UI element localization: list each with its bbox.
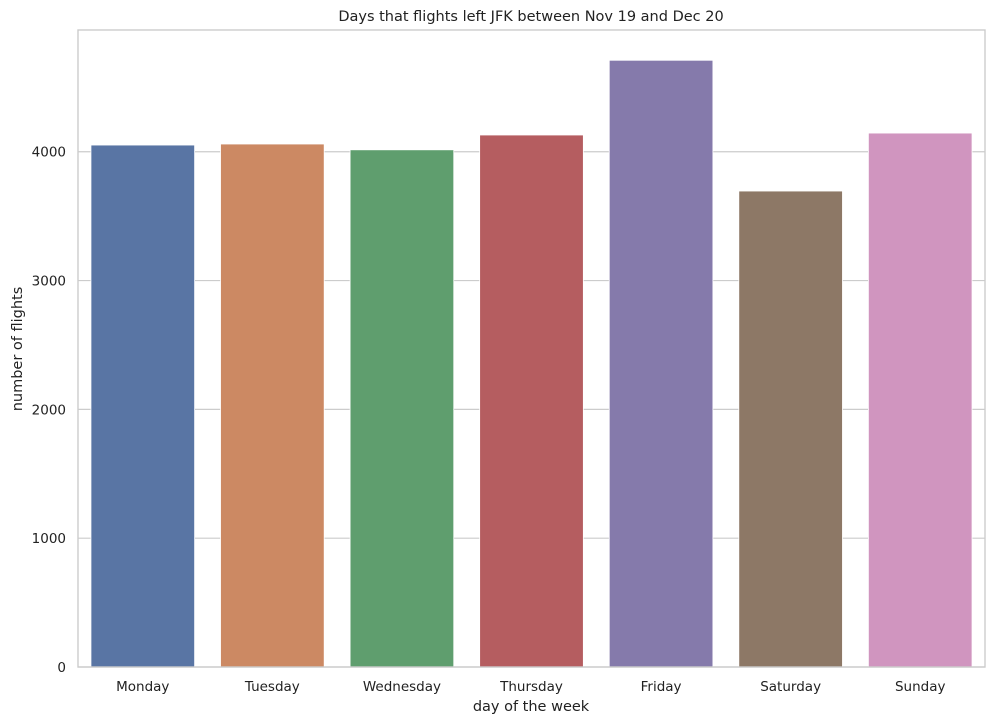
bar-thursday [479,134,584,668]
bar-wednesday [349,149,455,668]
y-tick-label: 2000 [32,402,66,418]
x-axis-label: day of the week [473,699,590,715]
x-tick-label-tuesday: Tuesday [244,679,300,695]
chart-title: Days that flights left JFK between Nov 1… [338,9,723,25]
y-tick-labels: 0 1000 2000 3000 4000 [32,145,66,676]
plot-frame [77,29,986,668]
y-tick-label: 0 [57,660,66,676]
y-tick-label: 3000 [32,274,66,290]
x-tick-label-saturday: Saturday [760,679,821,695]
bar-monday [90,144,196,668]
x-tick-label-wednesday: Wednesday [363,679,441,695]
x-tick-label-sunday: Sunday [895,679,946,695]
y-axis-label: number of flights [10,287,26,412]
bars [90,59,973,668]
y-tick-label: 1000 [32,531,66,547]
x-tick-label-friday: Friday [641,679,682,695]
x-tick-label-thursday: Thursday [499,679,563,695]
x-tick-label-monday: Monday [116,679,169,695]
bar-sunday [867,132,973,668]
x-tick-labels: Monday Tuesday Wednesday Thursday Friday Satu… [116,679,945,695]
y-tick-label: 4000 [32,145,66,161]
bar-friday [608,59,714,668]
bar-tuesday [220,143,325,668]
bar-saturday [738,190,843,668]
